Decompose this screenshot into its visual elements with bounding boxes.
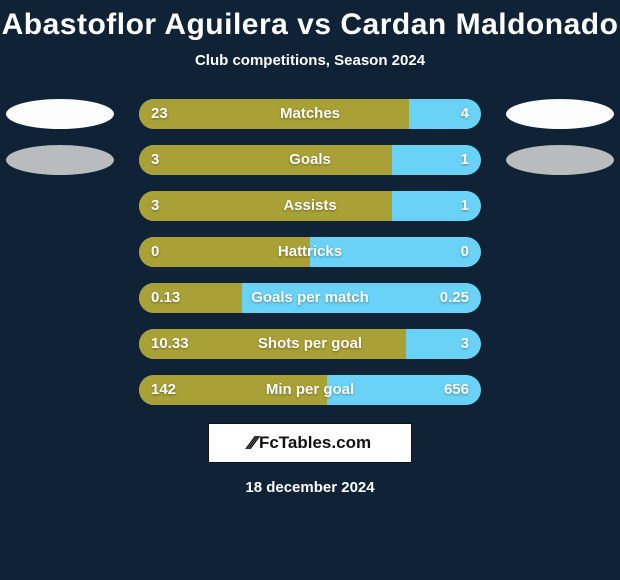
stat-value-right: 1: [461, 191, 469, 221]
stat-label: Shots per goal: [139, 329, 481, 359]
stat-bar: 0Hattricks0: [139, 237, 481, 267]
date-label: 18 december 2024: [0, 479, 620, 496]
stat-row: 0.13Goals per match0.25: [0, 283, 620, 313]
logo-box[interactable]: ⁄⁄⁄ FcTables.com: [208, 423, 412, 463]
logo-text: FcTables.com: [259, 433, 371, 453]
stat-row: 3Goals1: [0, 145, 620, 175]
stat-label: Matches: [139, 99, 481, 129]
stat-row: 3Assists1: [0, 191, 620, 221]
stat-value-right: 1: [461, 145, 469, 175]
player-ellipse-right: [506, 99, 614, 129]
stat-row: 23Matches4: [0, 99, 620, 129]
stat-value-right: 0.25: [440, 283, 469, 313]
stat-value-right: 656: [444, 375, 469, 405]
stat-row: 142Min per goal656: [0, 375, 620, 405]
stat-row: 0Hattricks0: [0, 237, 620, 267]
stat-label: Goals per match: [139, 283, 481, 313]
stat-bar: 0.13Goals per match0.25: [139, 283, 481, 313]
stat-value-right: 3: [461, 329, 469, 359]
stat-value-right: 4: [461, 99, 469, 129]
stat-bar: 3Goals1: [139, 145, 481, 175]
subtitle: Club competitions, Season 2024: [0, 52, 620, 69]
stat-label: Assists: [139, 191, 481, 221]
stat-bar: 142Min per goal656: [139, 375, 481, 405]
stat-bar: 3Assists1: [139, 191, 481, 221]
comparison-chart: 23Matches43Goals13Assists10Hattricks00.1…: [0, 99, 620, 405]
stat-bar: 23Matches4: [139, 99, 481, 129]
stat-value-right: 0: [461, 237, 469, 267]
stat-bar: 10.33Shots per goal3: [139, 329, 481, 359]
player-ellipse-left: [6, 99, 114, 129]
logo-icon: ⁄⁄⁄: [249, 433, 255, 454]
page-title: Abastoflor Aguilera vs Cardan Maldonado: [0, 0, 620, 42]
stat-label: Goals: [139, 145, 481, 175]
stat-label: Min per goal: [139, 375, 481, 405]
stat-row: 10.33Shots per goal3: [0, 329, 620, 359]
player-ellipse-left: [6, 145, 114, 175]
player-ellipse-right: [506, 145, 614, 175]
stat-label: Hattricks: [139, 237, 481, 267]
